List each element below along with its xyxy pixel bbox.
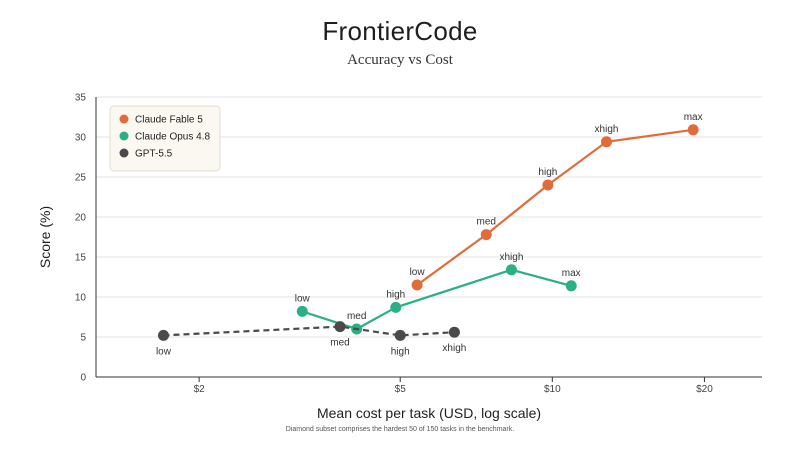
point-label: max bbox=[562, 268, 581, 279]
chart-title: FrontierCode bbox=[322, 16, 478, 46]
data-point bbox=[542, 179, 554, 191]
data-point bbox=[157, 329, 169, 341]
data-point bbox=[394, 329, 406, 341]
point-label: xhigh bbox=[442, 343, 466, 354]
data-point bbox=[480, 229, 492, 241]
y-tick-label: 35 bbox=[75, 93, 87, 104]
legend-entry: GPT-5.5 bbox=[135, 149, 173, 160]
chart-footnote: Diamond subset comprises the hardest 50 … bbox=[285, 426, 515, 433]
y-tick-label: 10 bbox=[75, 293, 87, 304]
point-label: high bbox=[386, 289, 405, 300]
point-label: med bbox=[330, 338, 349, 349]
legend-marker bbox=[119, 131, 129, 141]
series-line bbox=[416, 128, 694, 286]
y-tick-label: 15 bbox=[75, 253, 87, 264]
point-label: high bbox=[538, 167, 557, 178]
legend-marker bbox=[119, 148, 129, 158]
x-axis-title: Mean cost per task (USD, log scale) bbox=[317, 405, 541, 421]
point-label: low bbox=[156, 346, 172, 357]
series-line bbox=[301, 268, 572, 331]
y-tick-label: 20 bbox=[75, 213, 87, 224]
x-tick-label: $5 bbox=[395, 384, 407, 395]
series-line bbox=[163, 325, 455, 337]
point-label: med bbox=[477, 217, 496, 228]
point-label: high bbox=[391, 346, 410, 357]
legend: Claude Fable 5 Claude Opus 4.8 GPT-5.5 bbox=[109, 105, 221, 172]
legend-entry: Claude Fable 5 bbox=[135, 115, 203, 126]
data-point bbox=[687, 124, 699, 136]
data-point bbox=[390, 301, 402, 313]
x-tick-label: $20 bbox=[696, 384, 713, 395]
point-label: med bbox=[347, 311, 366, 322]
y-tick-label: 5 bbox=[80, 333, 86, 344]
data-point bbox=[600, 136, 612, 148]
point-label: xhigh bbox=[595, 124, 619, 135]
y-tick-label: 0 bbox=[80, 373, 86, 384]
x-tick-label: $10 bbox=[544, 384, 561, 395]
series-layer bbox=[157, 124, 699, 341]
data-point bbox=[334, 321, 346, 333]
data-point bbox=[411, 279, 423, 291]
point-label: max bbox=[684, 112, 703, 123]
chart-subtitle: Accuracy vs Cost bbox=[347, 52, 453, 68]
y-axis-title: Score (%) bbox=[37, 206, 53, 268]
axes: 0 5 10 15 20 25 30 35 $2 $5 $10 $20 bbox=[75, 93, 762, 395]
data-point bbox=[505, 264, 517, 276]
x-tick-label: $2 bbox=[194, 384, 206, 395]
legend-entry: Claude Opus 4.8 bbox=[135, 132, 210, 143]
point-label: low bbox=[410, 267, 426, 278]
legend-marker bbox=[119, 114, 129, 124]
data-point bbox=[565, 280, 577, 292]
y-tick-label: 25 bbox=[75, 173, 87, 184]
point-label: low bbox=[295, 293, 311, 304]
data-point bbox=[296, 305, 308, 317]
point-label: xhigh bbox=[499, 252, 523, 263]
data-point bbox=[448, 326, 460, 338]
legend-box bbox=[109, 105, 221, 172]
y-tick-label: 30 bbox=[75, 133, 87, 144]
point-labels: low med high xhigh max low med high xhigh max low m… bbox=[156, 112, 703, 358]
